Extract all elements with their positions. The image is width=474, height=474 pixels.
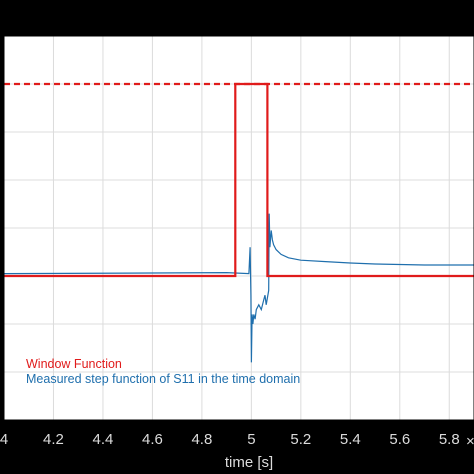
- x-axis-label: time [s]: [225, 454, 273, 471]
- x-tick-label: 4: [0, 431, 8, 448]
- window-function-line: [4, 82, 474, 278]
- x-tick-label: 5: [247, 431, 255, 448]
- x-tick-labels: 4 4.2 4.4 4.6 4.8 5 5.2 5.4 5.6 5.8: [0, 431, 460, 448]
- x-tick-label: 5.2: [290, 431, 311, 448]
- legend-entry: Measured step function of S11 in the tim…: [26, 372, 300, 386]
- x-tick-label: 4.4: [93, 431, 114, 448]
- x-exponent-label: ×10: [466, 433, 474, 450]
- legend-entry: Window Function: [26, 357, 122, 371]
- x-tick-label: 4.2: [43, 431, 64, 448]
- plot-frame: [3, 35, 474, 421]
- x-tick-label: 4.6: [142, 431, 163, 448]
- data-series: [3, 82, 474, 363]
- x-tick-label: 5.4: [340, 431, 361, 448]
- x-tick-label: 5.6: [389, 431, 410, 448]
- measured-step-line: [3, 213, 474, 363]
- x-tick-label: 4.8: [191, 431, 212, 448]
- x-tick-label: 5.8: [439, 431, 460, 448]
